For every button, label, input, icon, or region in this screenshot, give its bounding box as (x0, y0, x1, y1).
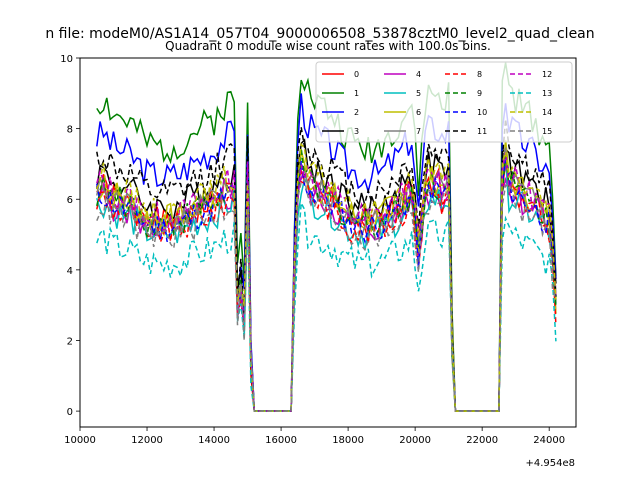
x-tick-label: 24000 (533, 435, 565, 446)
legend-label-9: 9 (477, 89, 482, 98)
y-axis: 0 2 4 6 8 10 (60, 54, 80, 418)
axes-title: Quadrant 0 module wise count rates with … (165, 39, 491, 53)
x-tick-label: 22000 (466, 435, 498, 446)
legend-label-14: 14 (542, 108, 552, 117)
y-tick-label: 4 (67, 266, 73, 277)
axes-frame (79, 57, 577, 428)
legend-label-0: 0 (354, 70, 359, 79)
legend-label-3: 3 (354, 127, 359, 136)
legend-label-2: 2 (354, 108, 359, 117)
legend-label-4: 4 (416, 70, 421, 79)
x-axis: 10000 12000 14000 16000 18000 20000 22000 24000 (64, 427, 565, 446)
x-tick-label: 12000 (131, 435, 163, 446)
legend-label-15: 15 (542, 127, 552, 136)
legend-label-12: 12 (542, 70, 552, 79)
series-layer (96, 62, 557, 412)
series-line-11 (96, 119, 557, 412)
legend-label-1: 1 (354, 89, 359, 98)
y-tick-label: 0 (67, 407, 73, 418)
legend-label-11: 11 (477, 127, 487, 136)
y-tick-label: 2 (67, 336, 73, 347)
legend-label-5: 5 (416, 89, 421, 98)
y-tick-label: 6 (67, 195, 73, 206)
legend-label-13: 13 (542, 89, 552, 98)
legend-label-10: 10 (477, 108, 487, 117)
y-tick-label: 8 (67, 125, 73, 136)
x-offset-label: +4.954e8 (525, 458, 575, 469)
x-tick-label: 14000 (198, 435, 230, 446)
series-line-15 (96, 178, 557, 412)
legend-label-8: 8 (477, 70, 482, 79)
figure-suptitle: n file: modeM0/AS1A14_057T04_9000006508_… (45, 26, 594, 42)
x-tick-label: 16000 (265, 435, 297, 446)
x-tick-label: 18000 (332, 435, 364, 446)
x-tick-label: 10000 (64, 435, 96, 446)
legend-box (315, 61, 573, 143)
x-tick-label: 20000 (399, 435, 431, 446)
legend-label-6: 6 (416, 108, 421, 117)
y-tick-label: 10 (60, 54, 73, 65)
legend-label-7: 7 (416, 127, 421, 136)
